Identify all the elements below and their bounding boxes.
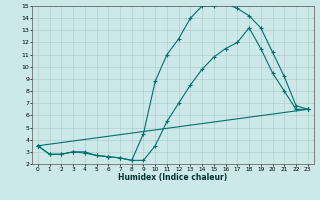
X-axis label: Humidex (Indice chaleur): Humidex (Indice chaleur) <box>118 173 228 182</box>
